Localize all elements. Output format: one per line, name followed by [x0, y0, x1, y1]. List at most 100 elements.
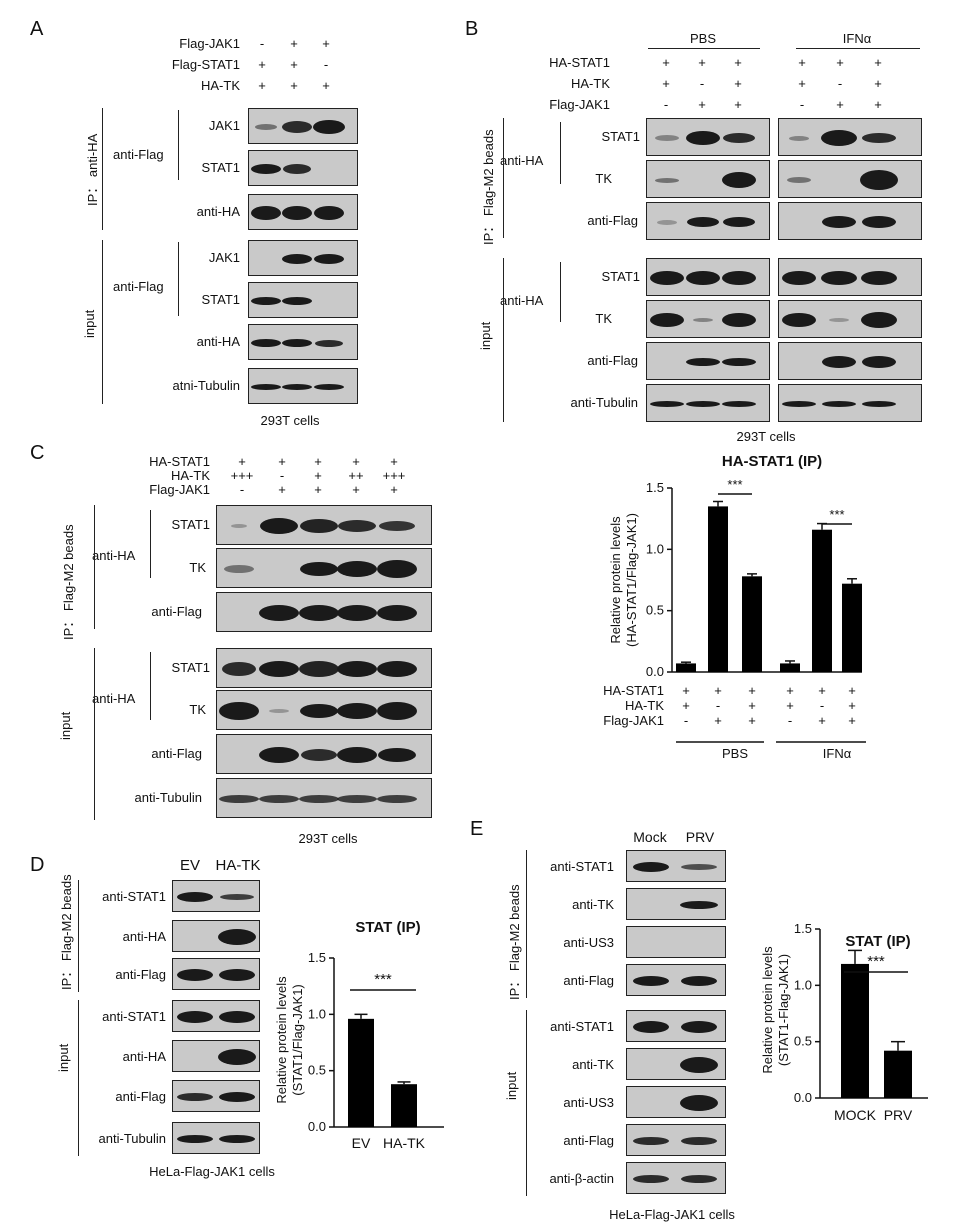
y-tick-label: 1.5	[308, 950, 326, 965]
blot-band	[822, 401, 856, 407]
blot-band	[282, 121, 312, 133]
row-mark: +	[714, 683, 722, 698]
blot-band	[314, 206, 344, 220]
lane-label: PRV	[685, 829, 715, 845]
blot-band	[299, 795, 339, 803]
blot-band	[177, 1093, 213, 1101]
y-tick-label: 0.0	[308, 1119, 326, 1134]
blot-band	[337, 795, 377, 803]
western-blot-pbs	[646, 202, 770, 240]
cell-line-label: 293T cells	[736, 429, 796, 444]
bar	[391, 1084, 417, 1127]
blot-band	[219, 1092, 255, 1102]
western-blot	[172, 1080, 260, 1112]
blot-band	[686, 358, 720, 366]
b-mark: +	[836, 55, 844, 70]
western-blot-ifn	[778, 300, 922, 338]
chart-title: STAT (IP)	[355, 919, 420, 936]
blot-band	[377, 560, 417, 578]
group-label: PBS	[722, 746, 748, 761]
row-label: Flag-JAK1	[549, 97, 610, 112]
blot-band	[681, 1175, 717, 1183]
blot-band	[822, 356, 856, 368]
western-blot-pbs	[646, 118, 770, 156]
blot-band	[259, 605, 299, 621]
panel-label-d: D	[30, 854, 45, 876]
row-mark: +	[748, 683, 756, 698]
bracket	[178, 110, 179, 180]
bar	[841, 963, 869, 1098]
bracket	[560, 262, 561, 322]
blot-label: atni-Tubulin	[172, 378, 240, 393]
a-mark: -	[323, 57, 329, 72]
blot-band	[255, 124, 277, 130]
b-mark: +	[836, 97, 844, 112]
blot-band	[260, 518, 298, 534]
blot-band	[862, 133, 896, 143]
blot-band	[680, 901, 718, 909]
row-mark: +	[714, 713, 722, 728]
western-blot	[172, 958, 260, 990]
bracket	[78, 1000, 79, 1156]
blot-label: anti-Tubulin	[98, 1131, 166, 1146]
bracket	[94, 648, 95, 820]
blot-band	[314, 384, 344, 390]
row-mark: +	[848, 713, 856, 728]
bar	[742, 576, 762, 672]
western-blot	[216, 690, 432, 730]
blot-band	[315, 339, 343, 347]
condition-label: IFNα	[842, 31, 872, 46]
bracket	[526, 850, 527, 998]
bar	[812, 529, 832, 672]
blot-band	[723, 217, 755, 227]
c-mark: +	[314, 468, 322, 483]
blot-band	[219, 1011, 255, 1023]
b-mark: +	[698, 97, 706, 112]
blot-band	[282, 297, 312, 305]
blot-band	[829, 318, 849, 322]
blot-label: anti-Flag	[563, 1133, 614, 1148]
blot-band	[377, 795, 417, 803]
blot-band	[337, 747, 377, 763]
blot-band	[723, 133, 755, 143]
blot-band	[224, 565, 254, 573]
blot-band	[789, 135, 809, 141]
blot-band	[251, 164, 281, 174]
blot-band	[722, 401, 756, 407]
western-blot	[172, 1000, 260, 1032]
blot-band	[680, 1095, 718, 1111]
western-blot	[248, 194, 358, 230]
blot-band	[218, 929, 256, 945]
blot-label: TK	[189, 560, 206, 575]
western-blot	[626, 1124, 726, 1156]
row-mark: +	[848, 698, 856, 713]
western-blot-ifn	[778, 202, 922, 240]
blot-label: anti-TK	[572, 1057, 614, 1072]
western-blot-ifn	[778, 342, 922, 380]
blot-band	[862, 401, 896, 407]
y-tick-label: 1.0	[308, 1006, 326, 1021]
a-mark: +	[322, 36, 330, 51]
b-mark: -	[799, 97, 805, 112]
y-axis-label: Relative protein levels	[608, 516, 623, 644]
bracket	[102, 240, 103, 404]
bar	[676, 663, 696, 672]
blot-band	[220, 894, 254, 900]
row-mark: +	[748, 713, 756, 728]
row-mark: +	[848, 683, 856, 698]
blot-band	[377, 605, 417, 621]
b-mark: +	[734, 97, 742, 112]
western-blot-pbs	[646, 384, 770, 422]
x-tick-label: EV	[352, 1135, 371, 1151]
blot-band	[862, 216, 896, 228]
western-blot	[248, 240, 358, 276]
chart-title: HA-STAT1 (IP)	[722, 453, 822, 470]
antibody-label: anti-Flag	[113, 147, 164, 162]
blot-label: anti-HA	[122, 1049, 166, 1064]
b-mark: +	[874, 76, 882, 91]
c-mark: +	[352, 482, 360, 497]
blot-label: TK	[595, 311, 612, 326]
western-blot	[216, 548, 432, 588]
